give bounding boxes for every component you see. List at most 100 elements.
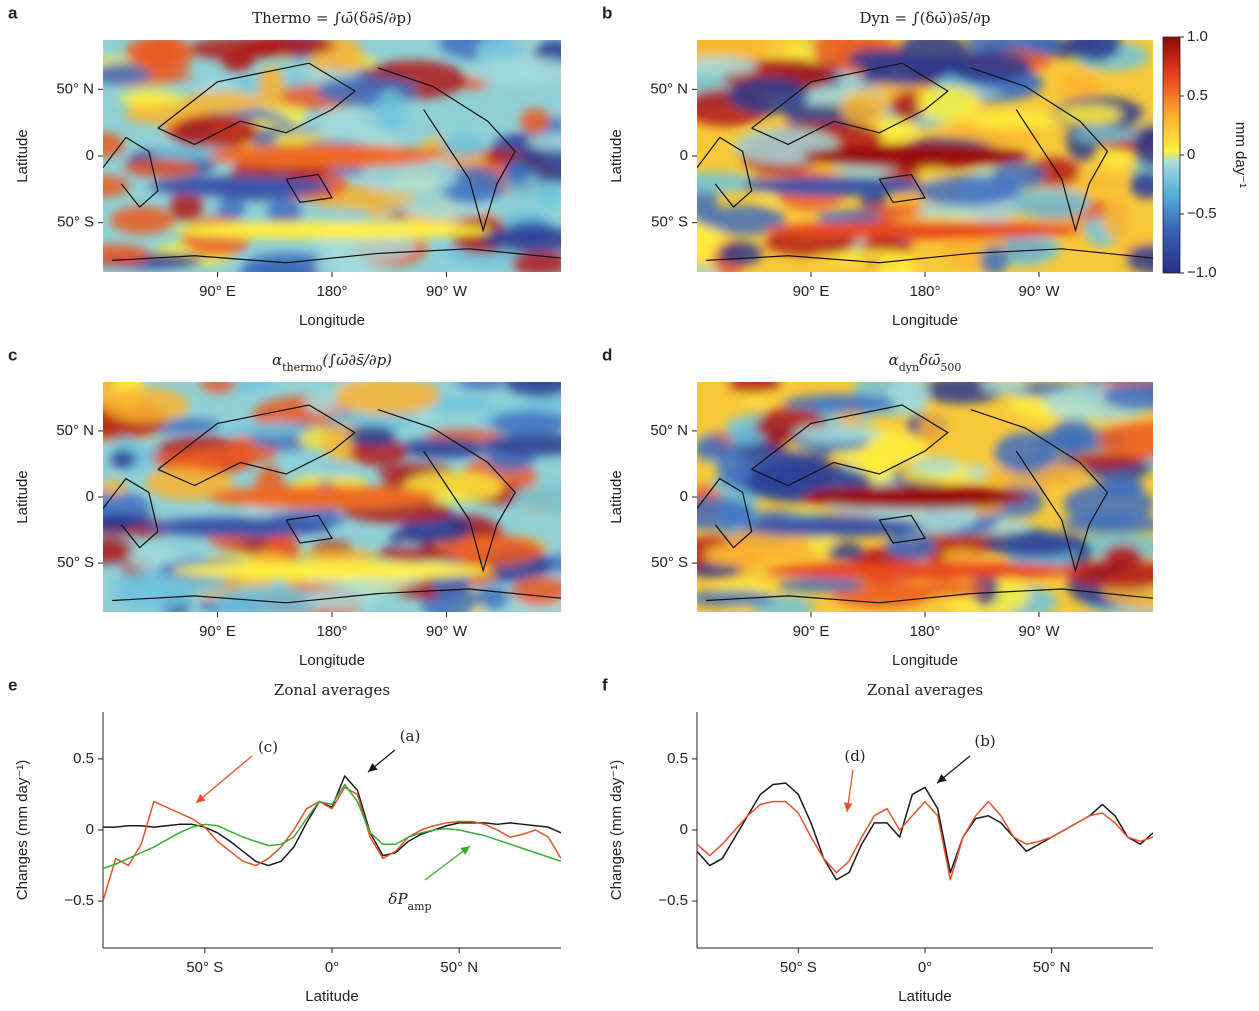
y-tick-label: 0 [680,147,688,164]
map-band [208,485,438,509]
panel-label: c [8,345,17,364]
annotation-arrow [195,755,253,804]
map-texture [103,40,561,272]
arrow-head [196,793,206,803]
y-tick-label: 0.5 [73,750,94,767]
map-blob [505,382,561,398]
map-blob [480,226,561,252]
map-blob [1129,171,1153,199]
map-band [148,516,332,537]
map-blob [200,382,237,393]
panel-title: Dyn = ∫(δω̄)∂s̄/∂p [860,9,991,27]
annotation: (c) [258,738,278,756]
map-blob [840,91,887,125]
map-blob [110,450,137,469]
map-blob [916,175,1020,207]
map-band [208,144,438,168]
coastline [751,404,949,487]
map-blob [123,159,199,178]
annotation: (d) [844,747,865,765]
map-blob [875,252,915,272]
map-blob [512,484,561,513]
map-blob [170,189,203,222]
map-blob [519,108,550,134]
coastline [103,477,159,549]
title-part: (∫ω̄∂s̄/∂p) [322,351,392,369]
coastline [706,248,1153,264]
panel-title: Zonal averages [274,681,390,699]
map-blob [1102,153,1132,168]
arrow-head [937,773,947,783]
y-axis-label: Latitude [14,470,31,523]
map-blob [777,577,865,593]
map-blob [103,132,125,158]
map-blob [704,547,776,566]
map-blob [1102,383,1153,410]
map-band [148,176,332,197]
line-series [103,786,561,902]
map-blob [150,450,223,467]
coastline [970,67,1109,233]
map-blob [125,40,184,69]
map-blob [257,65,285,109]
map-texture [103,382,561,612]
y-tick-label: 0 [680,821,688,838]
map-blob [971,110,1056,130]
map-band [765,561,1085,580]
x-axis-label: Longitude [299,312,365,329]
x-axis-label: Longitude [892,312,958,329]
coastline [751,62,949,146]
coastline [285,173,333,204]
map-blob [440,534,543,566]
map-blob [537,180,561,209]
coastline [285,514,333,544]
title-subscript: thermo [282,361,323,374]
annotation: (a) [400,727,421,745]
panel-label: b [602,3,612,22]
x-tick-label: 90° E [793,623,830,640]
map-blob [705,205,786,236]
map-blob [335,382,440,416]
annotation-arrow [424,845,471,881]
y-tick-label: 50° S [651,554,688,571]
title-part: Zonal averages [867,681,983,699]
x-tick-label: 90° W [1018,623,1060,640]
coastline [697,477,753,549]
panel-title: Thermo = ∫ω̄(δ∂s̄/∂p) [252,9,412,27]
map-field [697,40,1153,272]
colorbar-tick-label: −0.5 [1187,205,1217,222]
map-blob [827,542,865,561]
map-blob [729,382,780,395]
map-texture [697,40,1153,272]
y-axis-label: Changes (mm day⁻¹) [608,760,625,900]
y-tick-label: 0 [86,147,94,164]
title-part: α [889,351,899,369]
map-field [103,382,561,612]
annotation-text: (d) [844,747,865,765]
map-blob [347,425,397,448]
map-blob [697,172,762,193]
coastline [697,136,753,208]
map-blob [1097,421,1153,460]
x-tick-label: 90° W [426,283,468,300]
map-blob [862,56,949,86]
map-blob [221,50,254,73]
coastline [878,514,926,544]
x-tick-label: 90° E [199,623,236,640]
map-blob [103,175,130,198]
coastline [157,62,356,146]
map-field [697,382,1153,612]
x-tick-label: 50° S [186,959,223,976]
coastline [112,248,561,264]
x-axis-label: Longitude [299,652,365,669]
map-blob [1066,558,1153,589]
map-blob [465,56,561,85]
x-tick-label: 50° S [780,959,817,976]
line-series [103,783,561,870]
colorbar-label: mm day⁻¹ [1232,122,1249,188]
x-axis-label: Longitude [892,652,958,669]
map-blob [1070,40,1122,62]
colorbar-tick-label: 0.5 [1187,87,1208,104]
y-tick-label: 50° S [57,554,94,571]
map-blob [980,246,1009,272]
